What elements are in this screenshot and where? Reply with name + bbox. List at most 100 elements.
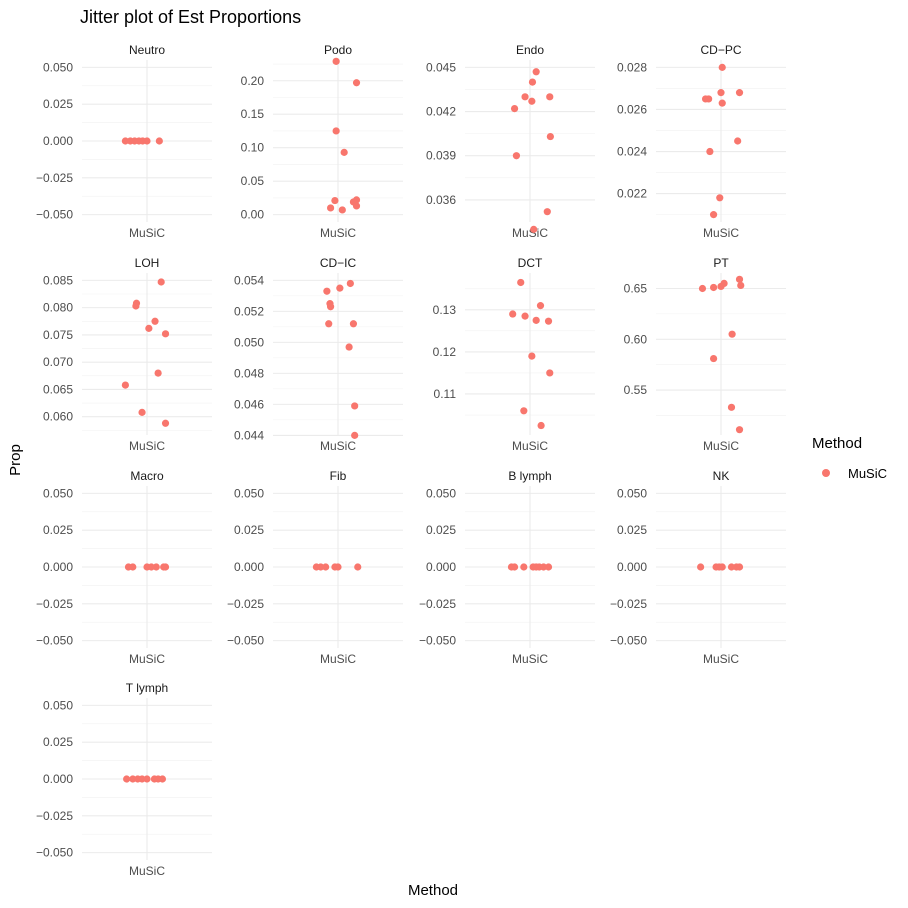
- y-tick-label: 0.15: [241, 107, 265, 121]
- data-point: [322, 563, 330, 571]
- y-tick-label: 0.000: [617, 560, 647, 574]
- data-point: [546, 93, 554, 101]
- x-tick-label: MuSiC: [512, 226, 548, 240]
- data-point: [536, 302, 545, 310]
- y-tick-label: 0.024: [617, 145, 647, 159]
- y-tick-label: 0.55: [624, 383, 648, 397]
- data-point: [346, 279, 354, 288]
- data-point: [701, 95, 710, 103]
- data-point: [352, 196, 361, 204]
- data-point: [352, 79, 361, 87]
- y-tick-label: 0.028: [617, 60, 647, 74]
- data-point: [143, 775, 151, 783]
- y-tick-label: −0.025: [36, 809, 73, 823]
- facet-label: Endo: [516, 43, 544, 57]
- data-point: [727, 563, 736, 571]
- y-tick-label: 0.050: [426, 486, 456, 500]
- data-point: [537, 421, 545, 430]
- y-tick-label: 0.025: [234, 523, 264, 537]
- y-tick-label: 0.025: [43, 735, 73, 749]
- data-point: [716, 194, 724, 202]
- facet-panel-11: 0.050 0.025 0.000 −0.025 −0.050 NK MuSiC: [610, 469, 786, 666]
- facet-panel-4: 0.085 0.080 0.075 0.070 0.065 0.060 LOH MuSiC: [43, 256, 212, 453]
- data-point: [129, 563, 137, 571]
- y-tick-label: 0.046: [234, 397, 264, 411]
- y-tick-label: 0.022: [617, 187, 647, 201]
- facet-panels: 0.0500.0250.000−0.025−0.050NeutroMuSiC0.…: [36, 43, 786, 878]
- facet-panel-10: 0.050 0.025 0.000 −0.025 −0.050 B lymph MuSiC: [419, 469, 595, 666]
- x-tick-label: MuSiC: [703, 439, 739, 453]
- y-tick-label: −0.050: [610, 634, 647, 648]
- data-point: [317, 563, 325, 571]
- data-point: [728, 330, 736, 338]
- data-point: [510, 563, 519, 571]
- data-point: [521, 93, 529, 101]
- data-point: [151, 317, 159, 325]
- data-point: [718, 63, 726, 71]
- data-point: [352, 202, 361, 210]
- data-point: [326, 303, 335, 311]
- facet-label: Podo: [324, 43, 352, 57]
- data-point: [517, 278, 525, 287]
- x-tick-label: MuSiC: [703, 652, 739, 666]
- data-point: [161, 419, 170, 427]
- x-tick-label: MuSiC: [129, 864, 165, 878]
- data-point: [326, 204, 335, 212]
- data-point: [354, 563, 362, 571]
- y-tick-label: 0.065: [43, 382, 73, 396]
- data-point: [530, 225, 538, 233]
- data-point: [709, 283, 718, 292]
- y-tick-label: −0.025: [36, 597, 73, 611]
- y-tick-label: −0.050: [419, 634, 456, 648]
- data-point: [528, 352, 536, 360]
- data-point: [334, 563, 342, 571]
- y-tick-label: −0.050: [36, 634, 73, 648]
- y-tick-label: 0.05: [241, 174, 265, 188]
- data-point: [698, 284, 707, 293]
- data-point: [706, 147, 714, 156]
- facet-label: Fib: [330, 469, 347, 483]
- data-point: [709, 211, 718, 219]
- x-tick-label: MuSiC: [512, 652, 548, 666]
- facet-label: CD−PC: [700, 43, 741, 57]
- facet-panel-7: 0.65 0.60 0.55 PT MuSiC: [624, 256, 786, 453]
- data-point: [332, 127, 340, 135]
- legend: Method MuSiC: [812, 435, 887, 481]
- facet-panel-3: 0.028 0.026 0.024 0.022 CD−PC MuSiC: [617, 43, 786, 240]
- y-tick-label: 0.075: [43, 328, 73, 342]
- facet-panel-8: 0.050 0.025 0.000 −0.025 −0.050 Macro MuSiC: [36, 469, 212, 666]
- y-axis-title: Prop: [7, 444, 24, 476]
- x-tick-label: MuSiC: [129, 439, 165, 453]
- y-tick-label: 0.026: [617, 102, 647, 116]
- y-tick-label: 0.12: [433, 345, 457, 359]
- y-tick-label: −0.025: [610, 597, 647, 611]
- y-tick-label: 0.000: [43, 560, 73, 574]
- x-tick-label: MuSiC: [129, 226, 165, 240]
- y-tick-label: 0.050: [234, 486, 264, 500]
- y-tick-label: 0.085: [43, 273, 73, 287]
- data-point: [544, 317, 553, 325]
- y-tick-label: 0.13: [433, 303, 457, 317]
- y-tick-label: 0.052: [234, 304, 264, 318]
- data-point: [697, 563, 705, 571]
- data-point: [157, 278, 165, 286]
- y-tick-label: 0.025: [43, 523, 73, 537]
- x-tick-label: MuSiC: [320, 226, 356, 240]
- data-point: [161, 563, 170, 571]
- y-tick-label: 0.054: [234, 273, 264, 287]
- data-point: [145, 324, 153, 332]
- y-tick-label: −0.050: [227, 634, 264, 648]
- data-point: [123, 775, 131, 783]
- data-point: [340, 148, 348, 156]
- x-tick-label: MuSiC: [512, 439, 548, 453]
- facet-label: Macro: [130, 469, 164, 483]
- data-point: [345, 343, 353, 351]
- data-point: [121, 137, 129, 145]
- data-point: [349, 320, 358, 328]
- data-point: [539, 563, 548, 571]
- facet-panel-2: 0.045 0.042 0.039 0.036 Endo MuSiC: [426, 43, 595, 240]
- data-point: [147, 563, 155, 571]
- y-tick-label: 0.045: [426, 60, 456, 74]
- y-tick-label: 0.11: [434, 387, 457, 401]
- data-point: [138, 408, 146, 416]
